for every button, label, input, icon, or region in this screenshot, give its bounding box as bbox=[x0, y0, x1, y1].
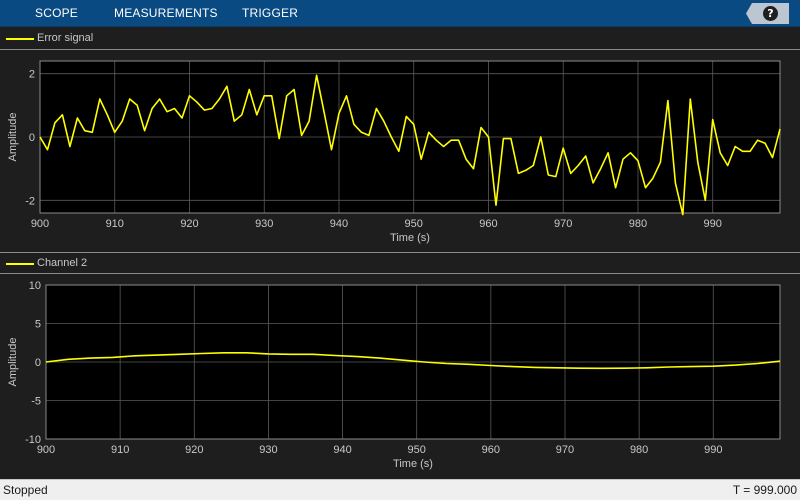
x-axis-label: Time (s) bbox=[390, 232, 430, 244]
legend-label-error-signal[interactable]: Error signal bbox=[37, 32, 94, 44]
x-tick-label: 920 bbox=[185, 444, 203, 456]
help-button-container: ? bbox=[746, 3, 789, 24]
plot-error-signal[interactable]: 900 910 920 930 940 950 960 970 980 990 2 0 -2 Time (… bbox=[0, 51, 800, 252]
x-tick-label: 910 bbox=[111, 444, 129, 456]
legend-error-signal: Error signal bbox=[0, 28, 800, 50]
x-tick-label: 940 bbox=[330, 218, 348, 230]
simulation-time: T = 999.000 bbox=[732, 483, 797, 497]
y-tick-label: 5 bbox=[35, 319, 41, 331]
series-line bbox=[45, 352, 781, 370]
y-tick-label: -5 bbox=[31, 396, 41, 408]
status-text: Stopped bbox=[3, 483, 48, 497]
x-axis-label: Time (s) bbox=[393, 458, 433, 470]
legend-line-swatch bbox=[6, 38, 34, 40]
legend-label-channel-2[interactable]: Channel 2 bbox=[37, 257, 88, 269]
y-tick-label: 0 bbox=[29, 132, 35, 144]
x-tick-label: 950 bbox=[408, 444, 426, 456]
x-tick-label: 970 bbox=[556, 444, 574, 456]
toolstrip: SCOPE MEASUREMENTS TRIGGER ? bbox=[0, 0, 800, 27]
x-tick-label: 940 bbox=[333, 444, 351, 456]
y-axis-label: Amplitude bbox=[7, 113, 19, 162]
plot-channel-2[interactable]: 900 910 920 930 940 950 960 970 980 990 10 5 0 -5 -10 T… bbox=[0, 275, 800, 479]
tab-trigger[interactable]: TRIGGER bbox=[242, 6, 299, 20]
x-tick-label: 990 bbox=[704, 444, 722, 456]
legend-channel-2: Channel 2 bbox=[0, 252, 800, 274]
legend-line-swatch bbox=[6, 263, 34, 265]
x-tick-label: 960 bbox=[479, 218, 497, 230]
y-tick-label: 0 bbox=[35, 357, 41, 369]
status-bar: Stopped T = 999.000 bbox=[0, 479, 800, 500]
y-axis-label: Amplitude bbox=[7, 338, 19, 387]
help-icon[interactable]: ? bbox=[763, 6, 778, 21]
tab-scope[interactable]: SCOPE bbox=[35, 6, 79, 20]
x-tick-label: 900 bbox=[31, 218, 49, 230]
x-tick-label: 980 bbox=[630, 444, 648, 456]
x-tick-label: 970 bbox=[554, 218, 572, 230]
x-tick-label: 950 bbox=[405, 218, 423, 230]
x-tick-label: 910 bbox=[106, 218, 124, 230]
x-tick-label: 900 bbox=[37, 444, 55, 456]
series-line bbox=[39, 74, 781, 216]
x-tick-label: 920 bbox=[180, 218, 198, 230]
y-tick-label: -2 bbox=[25, 195, 35, 207]
y-tick-label: -10 bbox=[25, 434, 41, 446]
x-tick-label: 990 bbox=[704, 218, 722, 230]
y-tick-label: 10 bbox=[29, 280, 41, 292]
x-tick-label: 960 bbox=[482, 444, 500, 456]
x-tick-label: 980 bbox=[629, 218, 647, 230]
tab-measurements[interactable]: MEASUREMENTS bbox=[114, 6, 218, 20]
y-tick-label: 2 bbox=[29, 69, 35, 81]
x-tick-label: 930 bbox=[255, 218, 273, 230]
x-tick-label: 930 bbox=[259, 444, 277, 456]
